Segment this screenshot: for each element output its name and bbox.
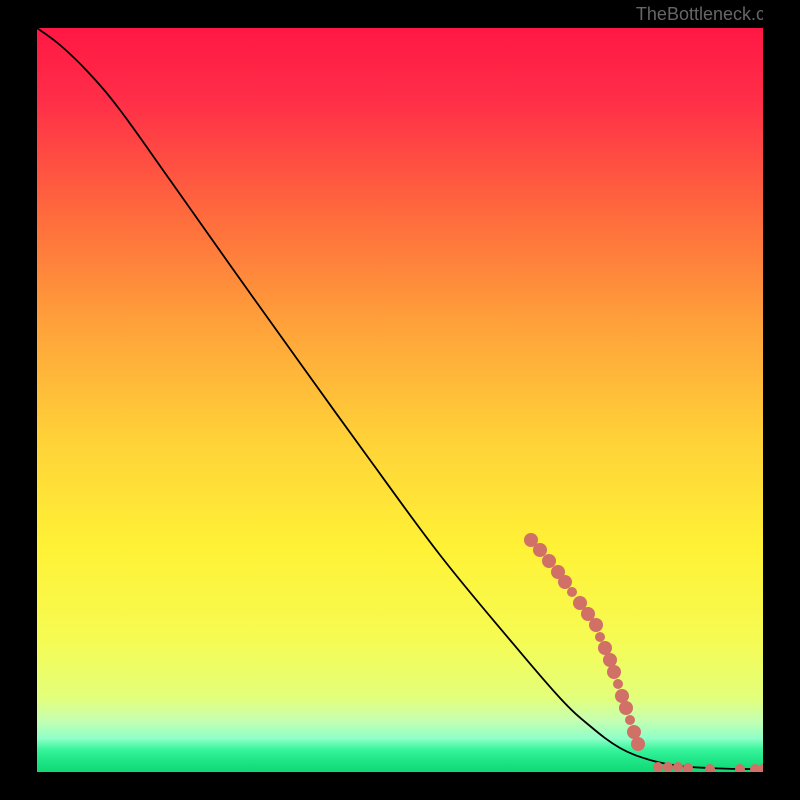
data-dot xyxy=(598,641,612,655)
data-dot xyxy=(533,543,547,557)
data-dot xyxy=(595,632,605,642)
data-dot xyxy=(625,715,635,725)
data-dot xyxy=(653,762,663,772)
data-dot xyxy=(631,737,645,751)
frame-border xyxy=(0,0,37,800)
chart-plot-area xyxy=(37,28,763,772)
data-dot xyxy=(615,689,629,703)
data-dot xyxy=(619,701,633,715)
data-dot xyxy=(663,762,673,772)
data-dot xyxy=(603,653,617,667)
data-dot xyxy=(607,665,621,679)
frame-border xyxy=(0,772,800,800)
data-dot xyxy=(558,575,572,589)
data-dot xyxy=(673,762,683,772)
data-dot xyxy=(627,725,641,739)
chart-svg xyxy=(37,28,763,772)
data-dot xyxy=(613,679,623,689)
gradient-background xyxy=(37,28,763,772)
data-dot xyxy=(542,554,556,568)
data-dot xyxy=(567,587,577,597)
frame-border xyxy=(763,0,800,800)
data-dot xyxy=(589,618,603,632)
